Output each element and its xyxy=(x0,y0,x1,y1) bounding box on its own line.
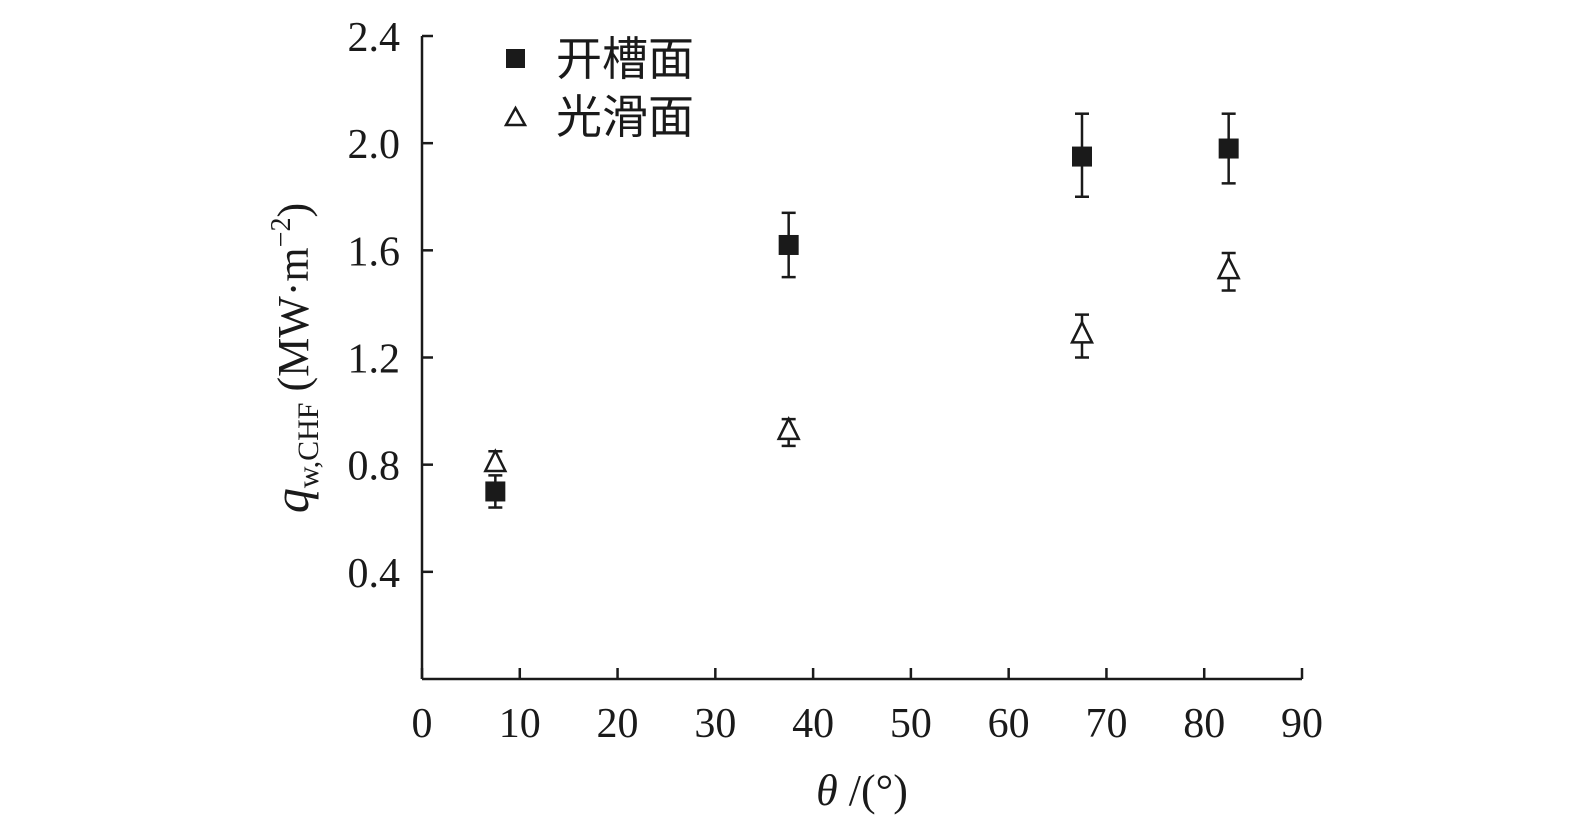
x-axis-ticks: 0 10 20 30 40 50 60 70 80 90 xyxy=(412,668,1323,747)
y-tick-label: 0.4 xyxy=(348,551,401,597)
x-tick-label: 40 xyxy=(792,701,834,747)
legend: 开槽面 光滑面 xyxy=(503,32,694,144)
x-tick-label: 30 xyxy=(694,701,736,747)
legend-label-smooth: 光滑面 xyxy=(556,90,694,144)
x-tick-label: 20 xyxy=(597,701,639,747)
x-tick-label: 50 xyxy=(890,701,932,747)
axes xyxy=(420,36,1302,681)
x-tick-label: 80 xyxy=(1183,701,1225,747)
legend-marker-grooved xyxy=(506,49,525,68)
y-tick-label: 2.4 xyxy=(348,15,401,61)
series-smooth xyxy=(483,251,1241,473)
y-axis-label: qw,CHF (MW·m−2) xyxy=(263,203,325,513)
x-axis-label: θ /(°) xyxy=(816,766,908,815)
y-tick-label: 2.0 xyxy=(348,122,401,168)
x-tick-label: 10 xyxy=(499,701,541,747)
data-point xyxy=(485,481,506,502)
x-tick-label: 70 xyxy=(1085,701,1127,747)
y-tick-label: 1.6 xyxy=(348,229,401,275)
data-point xyxy=(778,234,799,255)
data-point xyxy=(1218,138,1239,159)
data-point xyxy=(1216,255,1241,280)
x-tick-label: 60 xyxy=(988,701,1030,747)
data-point xyxy=(1072,146,1092,167)
legend-label-grooved: 开槽面 xyxy=(556,32,694,86)
y-axis-label-exp: −2 xyxy=(266,218,297,248)
y-axis-label-unit: (MW·m xyxy=(269,247,318,402)
x-axis-label-symbol: θ xyxy=(816,766,838,815)
x-tick-label: 0 xyxy=(412,701,433,747)
data-point xyxy=(776,416,801,441)
y-axis-label-q: q xyxy=(263,488,319,513)
legend-marker-smooth xyxy=(503,105,528,127)
series-grooved xyxy=(485,112,1239,509)
y-tick-label: 0.8 xyxy=(348,444,401,490)
data-point xyxy=(483,448,508,473)
x-tick-label: 90 xyxy=(1281,701,1323,747)
y-tick-label: 1.2 xyxy=(348,337,401,383)
y-axis-label-sub: w,CHF xyxy=(292,403,325,489)
x-axis-label-unit: /(°) xyxy=(838,766,908,815)
data-point xyxy=(1069,319,1095,344)
y-axis-ticks: 0.4 0.8 1.2 1.6 2.0 2.4 xyxy=(348,15,433,597)
data-marks xyxy=(483,112,1241,509)
y-axis-label-close: ) xyxy=(269,203,318,218)
